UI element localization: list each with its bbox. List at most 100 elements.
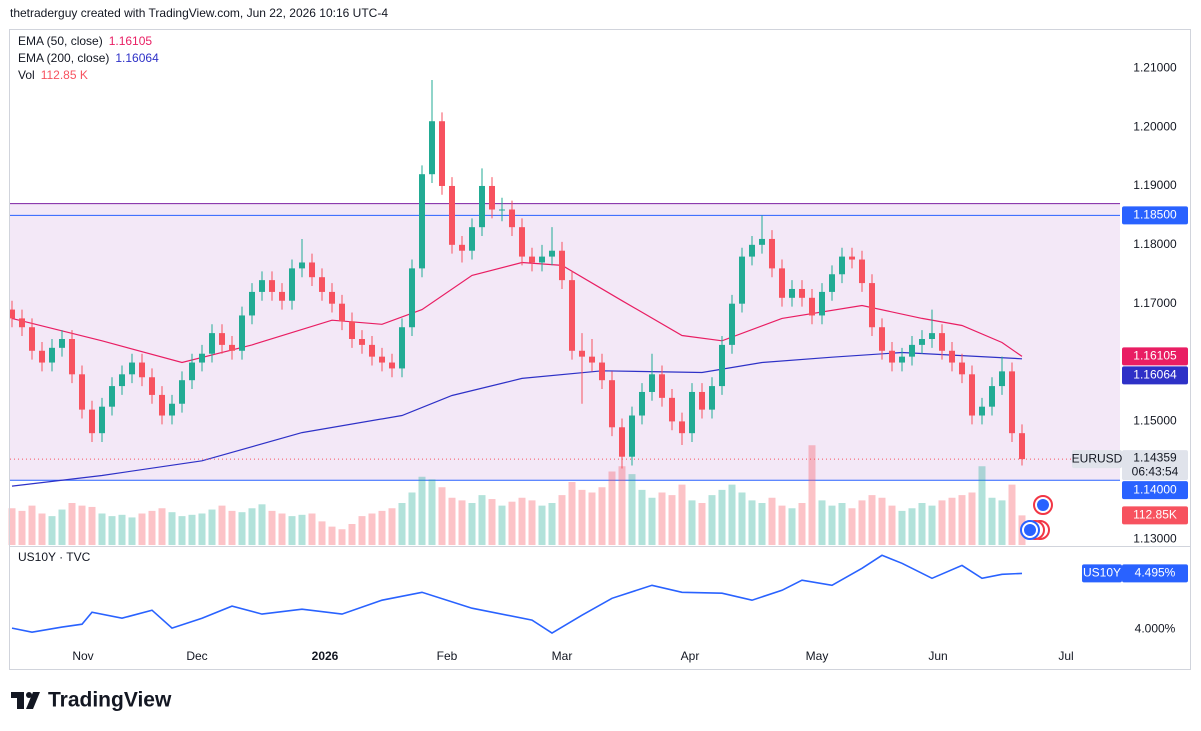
candle-body: [889, 350, 895, 363]
candle-body: [319, 277, 325, 292]
candle-body: [169, 403, 175, 416]
volume-bar: [428, 479, 436, 545]
candle-body: [649, 374, 655, 392]
candle-body: [989, 386, 995, 407]
tradingview-logo: TradingView: [11, 689, 172, 712]
volume-bar: [528, 500, 536, 545]
volume-bar: [588, 492, 596, 545]
candle-body: [829, 274, 835, 292]
candle-body: [899, 356, 905, 363]
candle-body: [849, 256, 855, 260]
candle-body: [409, 268, 415, 328]
y-tick-label: 1.20000: [1133, 119, 1177, 133]
candle-body: [739, 256, 745, 304]
volume-bar: [958, 495, 966, 545]
volume-bar: [578, 489, 586, 545]
volume-bar: [218, 505, 226, 545]
volume-bar: [628, 474, 636, 545]
candle-body: [509, 209, 515, 228]
candle-body: [859, 259, 865, 284]
last-yield-box: [1122, 564, 1188, 583]
volume-bar: [298, 514, 306, 545]
y-tick-label: 1.13000: [1133, 531, 1177, 545]
chart-layer: EURUSD 1.21000 1.20000 1.19000 1.18000 1.1700…: [8, 34, 1188, 663]
level-label: 1.18500: [1133, 208, 1177, 222]
volume-bar: [308, 513, 316, 545]
logo-text: TradingView: [48, 689, 172, 712]
volume-bar: [318, 521, 326, 545]
candle-body: [599, 362, 605, 381]
y-tick-label: 1.15000: [1133, 414, 1177, 428]
y-tick-label: 1.19000: [1133, 178, 1177, 192]
volume-bar: [338, 529, 346, 545]
candle-body: [349, 321, 355, 339]
volume-label: 112.85K: [1133, 508, 1177, 522]
candle-body: [149, 377, 155, 395]
candle-body: [19, 318, 25, 328]
volume-bar: [158, 508, 166, 545]
volume-bar: [898, 510, 906, 545]
volume-bar: [328, 526, 336, 545]
candle-body: [719, 344, 725, 387]
volume-bar: [548, 503, 556, 545]
candle-body: [159, 394, 165, 416]
candle-body: [529, 256, 535, 263]
candle-body: [729, 303, 735, 345]
candle-body: [699, 391, 705, 410]
volume-bar: [698, 503, 706, 545]
candle-body: [209, 333, 215, 354]
volume-bar: [148, 510, 156, 545]
zone: [10, 203, 1120, 481]
volume-bar: [278, 513, 286, 545]
volume-bar: [768, 497, 776, 545]
volume-bar: [778, 505, 786, 545]
candle-body: [749, 244, 755, 257]
last-price-label: 06:43:54: [1132, 464, 1179, 478]
y-tick-label: 1.17000: [1133, 296, 1177, 310]
candle-body: [29, 327, 35, 351]
volume-bar: [438, 487, 446, 545]
volume-bar: [608, 471, 616, 545]
candle-body: [779, 268, 785, 298]
candle-body: [59, 339, 65, 348]
volume-bar: [508, 501, 516, 545]
candle-body: [939, 333, 945, 351]
volume-bar: [998, 500, 1006, 545]
candle-body: [979, 406, 985, 416]
volume-bar: [728, 484, 736, 545]
candle-body: [399, 327, 405, 369]
candle-body: [629, 415, 635, 457]
candle-body: [329, 291, 335, 304]
candle-body: [379, 356, 385, 363]
candle-body: [519, 227, 525, 257]
ema-label: 1.16064: [1133, 368, 1177, 382]
candle-body: [869, 283, 875, 328]
candle-body: [549, 250, 555, 257]
candle-body: [99, 406, 105, 434]
candle-body: [959, 362, 965, 375]
volume-bar: [598, 487, 606, 545]
logo-shape: [26, 692, 32, 698]
volume-bar: [238, 512, 246, 545]
yield-line: [11, 554, 1023, 635]
volume-bar: [938, 500, 946, 545]
volume-bar: [488, 499, 496, 545]
volume-bar: [118, 514, 126, 545]
volume-bar: [258, 504, 266, 545]
candle-body: [539, 256, 545, 263]
volume-bar: [948, 497, 956, 545]
candle-body: [909, 344, 915, 357]
volume-bar: [978, 466, 986, 545]
candle-body: [369, 344, 375, 357]
volume-bar: [468, 503, 476, 545]
candle-body: [579, 350, 585, 357]
volume-bar: [168, 512, 176, 545]
level-box: [1122, 206, 1188, 225]
candle-body: [439, 121, 445, 186]
volume-bar: [618, 466, 626, 545]
last-price-label: 1.14359: [1133, 450, 1177, 464]
candle-body: [259, 280, 265, 292]
volume-bar: [128, 517, 136, 545]
candle-body: [479, 185, 485, 228]
